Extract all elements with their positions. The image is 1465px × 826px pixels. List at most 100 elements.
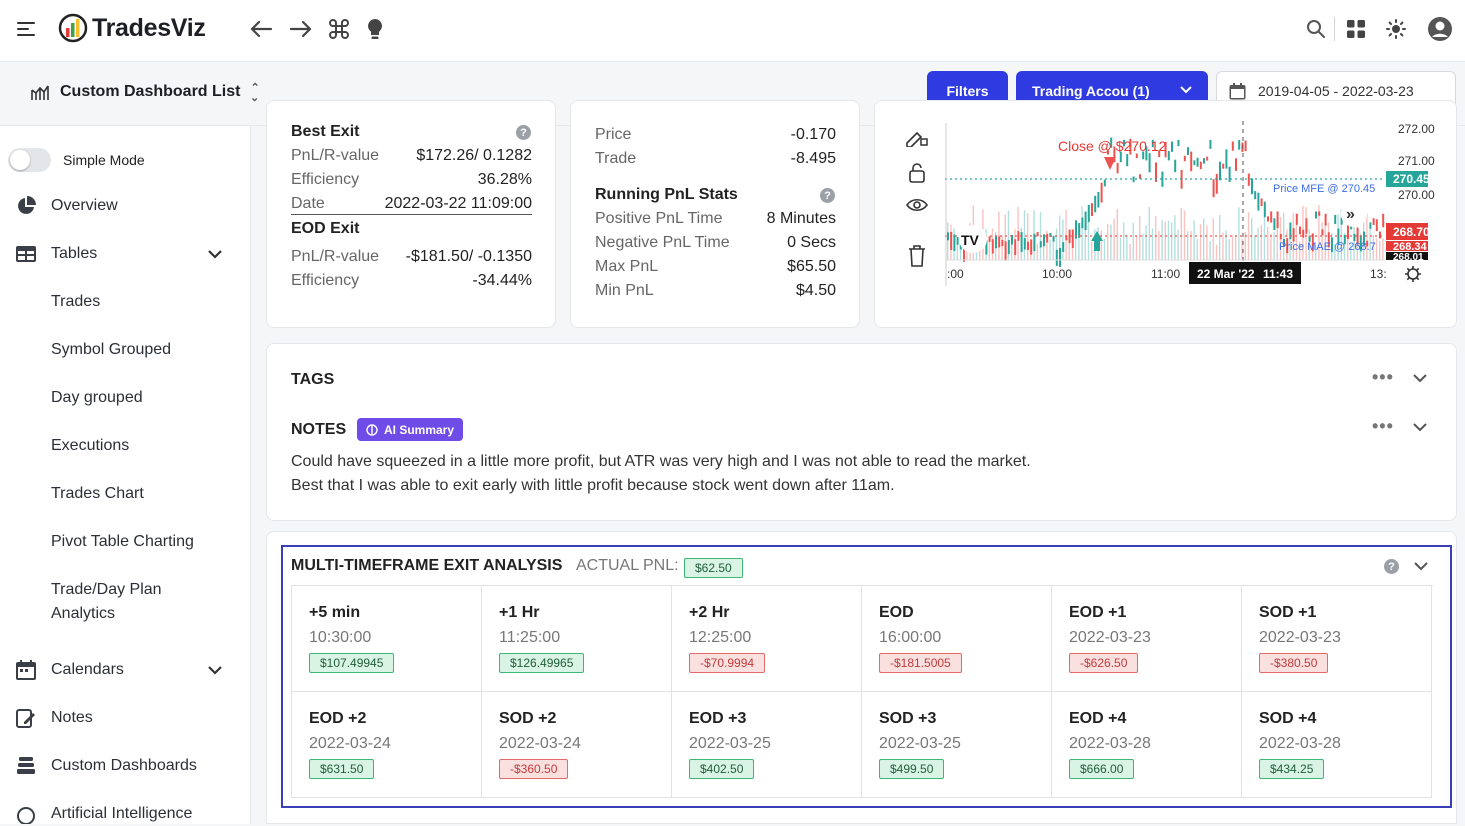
lightbulb-icon[interactable]	[362, 16, 388, 42]
sidebar-item-overview[interactable]: Overview	[0, 194, 251, 218]
ai-globe-icon	[15, 803, 37, 825]
running-pnl-card: Price -0.170 Trade -8.495 Running PnL Stat…	[570, 100, 860, 328]
sidebar-item-trade-day-plan-analytics[interactable]: Trade/Day Plan Analytics	[0, 578, 251, 626]
sidebar-item-day-grouped[interactable]: Day grouped	[0, 386, 251, 410]
chevron-down-icon[interactable]	[1414, 562, 1428, 571]
sidebar-item-trades-chart[interactable]: Trades Chart	[0, 482, 251, 506]
toggle-switch[interactable]	[8, 148, 51, 172]
scroll-right-bg	[1341, 201, 1367, 227]
candle	[1155, 162, 1157, 182]
sidebar-item-custom-dashboards[interactable]: Custom Dashboards	[0, 754, 251, 778]
help-icon[interactable]: ?	[820, 188, 835, 203]
mae-label: Price MAE @ 268.7	[1279, 241, 1376, 253]
sidebar-item-label: Pivot Table Charting	[51, 533, 194, 550]
volume-bar	[1145, 225, 1147, 260]
user-avatar-icon[interactable]	[1427, 16, 1453, 42]
candle	[1209, 139, 1212, 149]
sidebar-item-label: Tables	[51, 245, 98, 262]
scroll-right-icon[interactable]: »	[1346, 206, 1355, 223]
volume-bar	[1276, 223, 1278, 260]
volume-bar	[1043, 242, 1045, 260]
chevron-down-icon[interactable]	[1413, 423, 1427, 432]
candle	[1071, 229, 1074, 249]
back-arrow-icon[interactable]	[248, 16, 274, 42]
menu-icon[interactable]	[17, 18, 37, 40]
candle	[1023, 238, 1026, 250]
trash-icon[interactable]	[908, 245, 926, 272]
more-options-icon[interactable]: •••	[1372, 367, 1394, 387]
candle	[1279, 233, 1282, 240]
lock-icon[interactable]	[907, 162, 927, 189]
help-icon[interactable]: ?	[1384, 559, 1399, 574]
sidebar-item-trades[interactable]: Trades	[0, 290, 251, 314]
chevron-down-icon[interactable]	[1413, 374, 1427, 383]
sidebar-item-notes[interactable]: Notes	[0, 706, 251, 730]
sidebar-item-pivot-table-charting[interactable]: Pivot Table Charting	[0, 530, 251, 554]
theme-sun-icon[interactable]	[1383, 16, 1409, 42]
candle	[1033, 233, 1036, 252]
value: -0.170	[790, 126, 836, 143]
volume-bar	[1369, 227, 1371, 260]
price-chart[interactable]: Close @ $270.12 Price MFE @ 270.45 Price…	[945, 101, 1457, 328]
command-icon[interactable]	[326, 16, 352, 42]
volume-bar	[1372, 234, 1374, 260]
volume-bar	[1001, 235, 1003, 260]
mtf-cell-pnl-badge: -$380.50	[1259, 653, 1329, 673]
calendar-icon	[1229, 82, 1246, 99]
volume-bar	[1055, 228, 1058, 260]
simple-mode-toggle[interactable]: Simple Mode	[8, 148, 145, 172]
candle	[1327, 232, 1330, 248]
volume-bar	[956, 241, 958, 260]
sidebar-item-symbol-grouped[interactable]: Symbol Grouped	[0, 338, 251, 362]
volume-bar	[1180, 208, 1182, 260]
volume-bar	[1139, 215, 1141, 260]
label: Positive PnL Time	[595, 210, 723, 227]
help-icon[interactable]: ?	[516, 125, 531, 140]
sort-updown-icon: ⌃ ⌃	[250, 82, 260, 103]
candle	[1235, 158, 1237, 171]
volume-bar	[1315, 244, 1317, 260]
logo[interactable]: TradesViz	[58, 13, 206, 43]
sidebar-item-tables[interactable]: Tables	[0, 242, 251, 266]
pie-chart-icon	[15, 195, 37, 217]
more-options-icon[interactable]: •••	[1372, 416, 1394, 436]
candle	[1238, 140, 1241, 150]
custom-dashboard-list-selector[interactable]: Custom Dashboard List ⌃ ⌃	[30, 82, 260, 102]
label: PnL/R-value	[291, 147, 380, 164]
candle	[1324, 213, 1327, 226]
sidebar-item-artificial-intelligence[interactable]: Artificial Intelligence	[0, 802, 251, 826]
crosshair-time-label	[1189, 262, 1301, 284]
candle	[1177, 139, 1180, 147]
candle	[1363, 231, 1365, 246]
mtf-cell-title: SOD +3	[879, 710, 937, 727]
eye-icon[interactable]	[905, 196, 929, 223]
sidebar-item-label: Trade/Day Plan	[51, 581, 162, 598]
mtf-cell: EOD +4 2022-03-28 $666.00	[1052, 692, 1242, 798]
forward-arrow-icon[interactable]	[288, 16, 314, 42]
draw-tool-icon[interactable]	[905, 127, 929, 152]
candle	[1276, 211, 1279, 229]
volume-bar	[1119, 237, 1122, 260]
ai-summary-button[interactable]: AI Summary	[357, 418, 463, 441]
volume-bar	[1081, 206, 1083, 260]
volume-bar	[1161, 220, 1163, 260]
volume-bar	[1158, 230, 1160, 260]
sidebar-item-calendars[interactable]: Calendars	[0, 658, 251, 682]
volume-bar	[1321, 222, 1323, 260]
eod-exit-efficiency-row: Efficiency -34.44%	[291, 272, 532, 290]
mtf-cell-time: 2022-03-24	[499, 735, 581, 752]
chart-settings-icon[interactable]	[1405, 266, 1421, 282]
candle	[1379, 231, 1381, 239]
sidebar-item-executions[interactable]: Executions	[0, 434, 251, 458]
candle	[1257, 192, 1260, 211]
search-icon[interactable]	[1303, 16, 1329, 42]
mtf-cell-pnl-badge: -$626.50	[1069, 653, 1139, 673]
apps-grid-icon[interactable]	[1343, 16, 1369, 42]
price-tick: 270.00	[1398, 188, 1435, 202]
volume-bar	[1340, 209, 1342, 260]
candle	[991, 239, 994, 254]
volume-bar	[1311, 244, 1314, 260]
candle	[1129, 138, 1132, 155]
candle	[1091, 203, 1093, 217]
volume-bar	[1334, 244, 1336, 260]
